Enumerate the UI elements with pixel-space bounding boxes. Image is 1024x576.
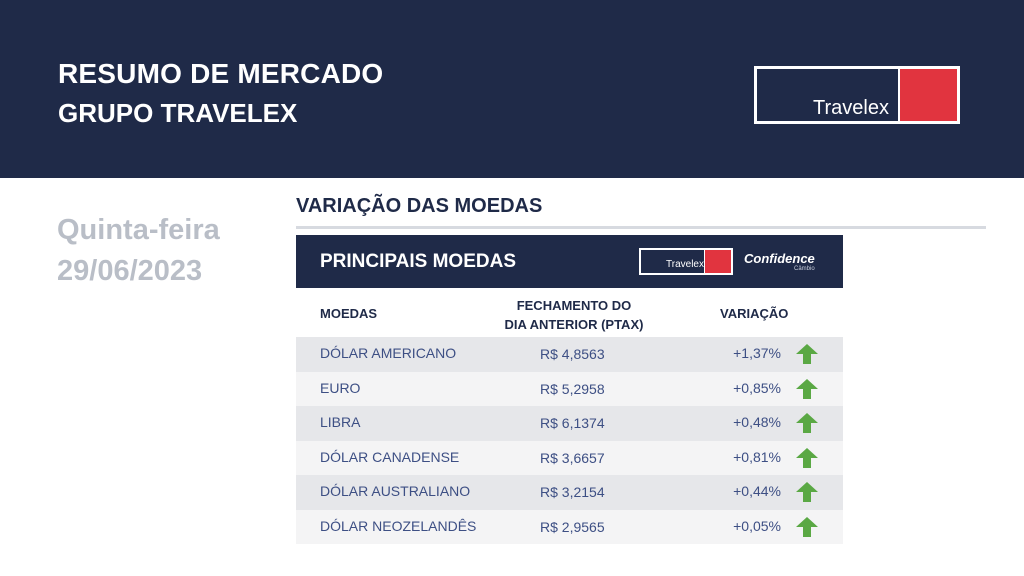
arrow-up-icon [796, 516, 818, 537]
section-divider [296, 226, 986, 229]
currency-panel-header: PRINCIPAIS MOEDAS Travelex Confidence Câ… [296, 235, 843, 288]
table-row: EURO R$ 5,2958 +0,85% [296, 371, 843, 406]
travelex-logo-text: Travelex [813, 97, 889, 119]
table-row: DÓLAR AUSTRALIANO R$ 3,2154 +0,44% [296, 475, 843, 510]
column-header-close-line1: FECHAMENTO DO [516, 298, 632, 313]
change-value: +0,05% [733, 517, 781, 534]
close-value: R$ 2,9565 [540, 518, 605, 535]
date-label: 29/06/2023 [57, 255, 203, 287]
arrow-up-icon [796, 413, 818, 433]
report-subtitle: GRUPO TRAVELEX [58, 98, 298, 128]
currency-name: DÓLAR AMERICANO [320, 345, 457, 361]
header-banner: RESUMO DE MERCADO GRUPO TRAVELEX Travele… [0, 0, 1024, 178]
currency-name: DÓLAR AUSTRALIANO [320, 483, 471, 499]
panel-title: PRINCIPAIS MOEDAS [320, 251, 517, 272]
travelex-small-logo-text: Travelex [666, 259, 704, 270]
currency-name: EURO [320, 379, 361, 396]
change-value: +0,85% [733, 379, 781, 396]
arrow-up-icon [796, 344, 818, 364]
currency-name: DÓLAR NEOZELANDÊS [320, 517, 477, 534]
column-header-close-line2: DIA ANTERIOR (PTAX) [504, 317, 644, 332]
column-header-change: VARIAÇÃO [720, 306, 789, 321]
close-value: R$ 3,2154 [540, 484, 605, 500]
confidence-logo: Confidence [744, 251, 815, 266]
close-value: R$ 5,2958 [540, 380, 605, 397]
arrow-up-icon [796, 447, 818, 468]
column-header-currency: MOEDAS [320, 306, 378, 321]
table-row: DÓLAR NEOZELANDÊS R$ 2,9565 +0,05% [296, 509, 843, 544]
table-row: DÓLAR CANADENSE R$ 3,6657 +0,81% [296, 440, 843, 475]
change-value: +1,37% [733, 345, 781, 361]
table-row: DÓLAR AMERICANO R$ 4,8563 +1,37% [296, 337, 843, 372]
travelex-logo: Travelex [754, 66, 960, 124]
column-header-close: FECHAMENTO DO DIA ANTERIOR (PTAX) [498, 296, 650, 334]
travelex-logo-red-block [898, 69, 957, 121]
report-title: RESUMO DE MERCADO [58, 58, 384, 89]
close-value: R$ 4,8563 [540, 346, 605, 362]
confidence-logo-sub: Câmbio [794, 266, 815, 272]
close-value: R$ 6,1374 [540, 415, 605, 431]
arrow-up-icon [796, 378, 818, 399]
travelex-small-logo-red-block [704, 250, 731, 273]
weekday-label: Quinta-feira [57, 214, 220, 246]
arrow-up-icon [796, 482, 818, 502]
currency-name: LIBRA [320, 414, 361, 430]
change-value: +0,81% [733, 448, 781, 465]
change-value: +0,44% [733, 483, 781, 499]
change-value: +0,48% [733, 414, 781, 430]
currency-name: DÓLAR CANADENSE [320, 448, 460, 465]
section-title: VARIAÇÃO DAS MOEDAS [296, 195, 543, 217]
travelex-small-logo: Travelex [639, 248, 733, 275]
table-row: LIBRA R$ 6,1374 +0,48% [296, 406, 843, 441]
close-value: R$ 3,6657 [540, 449, 605, 466]
currency-table: DÓLAR AMERICANO R$ 4,8563 +1,37% EURO R$… [296, 337, 843, 544]
